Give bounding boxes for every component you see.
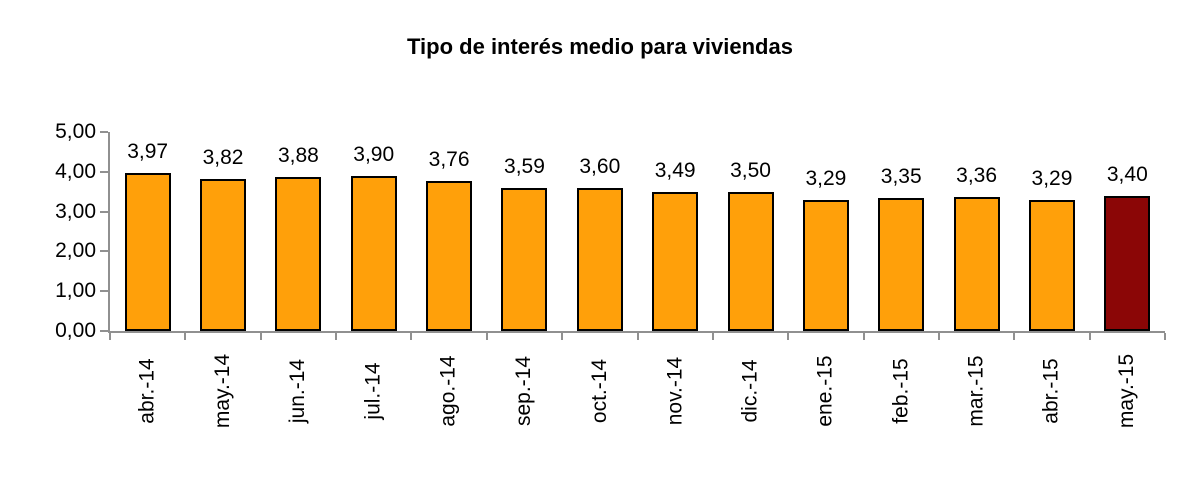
bar [124,173,171,331]
x-axis-tick [335,333,338,340]
x-axis-category-label: feb.-15 [864,341,939,441]
bar-value-label: 3,49 [654,159,696,183]
x-axis-tick [711,333,714,340]
x-axis-category-label: sep.-14 [487,341,562,441]
bar-slot: 3,29 abr.-15 [1014,132,1089,424]
x-axis-category-label: ago.-14 [411,341,486,441]
bar [200,178,247,331]
bar-value-label: 3,88 [277,143,319,167]
x-axis-category-text: jul.-14 [361,362,385,420]
bar-slot: 3,88 jun.-14 [261,132,336,423]
y-axis-tick [100,131,108,133]
x-axis-tick [485,333,488,340]
x-axis-category-label: mar.-15 [939,341,1014,441]
bar-slot: 3,36 mar.-15 [939,132,1014,427]
x-axis-category-label: ene.-15 [788,341,863,441]
x-axis-category-label: dic.-14 [713,341,788,441]
x-axis-tick [1164,333,1166,340]
bar-value-label: 3,40 [1106,162,1148,186]
bar-slot: 3,29 ene.-15 [788,132,863,427]
bar [350,175,397,331]
x-axis-category-label: abr.-15 [1014,341,1089,441]
x-axis-category-label: may.-15 [1090,341,1165,441]
chart-title: Tipo de interés medio para viviendas [407,34,793,59]
y-axis-tick [100,250,108,253]
x-axis-category-text: oct.-14 [587,358,611,424]
bar-value-label: 3,82 [202,145,244,169]
y-axis-tick-label: 0,00 [55,319,96,342]
bar-slot: 3,50 dic.-14 [713,132,788,423]
x-axis-category-text: sep.-14 [512,355,536,427]
bar-slot: 3,35 feb.-15 [864,132,939,424]
bar [501,188,548,331]
bar-slot: 3,60 oct.-14 [562,132,637,423]
x-axis-category-text: nov.-14 [663,356,687,426]
bar [953,197,1000,331]
bar-slot: 3,76 ago.-14 [411,132,486,427]
x-axis-tick [410,333,413,340]
x-axis-category-text: may.-14 [211,353,235,429]
x-axis-tick [1088,333,1091,340]
y-axis-tick [100,330,108,332]
bar-value-label: 3,36 [956,164,998,188]
x-axis-category-label: nov.-14 [638,341,713,441]
y-axis-tick [100,210,108,213]
x-axis-tick [862,333,865,340]
bar-slot: 3,59 sep.-14 [487,132,562,426]
x-axis-category-text: abr.-14 [135,358,159,424]
x-axis-category-text: ene.-15 [813,355,837,427]
y-axis-tick-label: 2,00 [55,239,96,263]
bar-value-label: 3,35 [880,164,922,188]
x-axis-category-label: abr.-14 [110,341,185,441]
bar-value-label: 3,29 [805,167,847,191]
bar [426,181,473,331]
bar-value-label: 3,97 [127,140,169,163]
y-axis-tick [100,170,108,173]
x-axis-category-text: abr.-15 [1039,358,1063,424]
bar-value-label: 3,76 [428,148,470,172]
x-axis-category-text: dic.-14 [738,359,762,423]
x-axis-category-text: feb.-15 [889,358,913,424]
y-axis-tick-label: 3,00 [55,199,96,223]
y-axis-tick [100,290,108,293]
x-axis-tick [259,333,262,340]
x-axis-category-label: jun.-14 [261,341,336,441]
x-axis-category-label: oct.-14 [562,341,637,441]
x-axis-tick [109,333,111,340]
x-axis-category-label: may.-14 [185,341,260,441]
x-axis-category-label: jul.-14 [336,341,411,441]
x-axis-tick [561,333,564,340]
bar [878,197,925,331]
bar-value-label: 3,50 [730,158,771,182]
x-axis-category-text: jun.-14 [286,358,310,424]
x-axis-tick [787,333,790,340]
bar-value-label: 3,90 [353,142,395,166]
x-axis-tick [1013,333,1016,340]
bar-slot: 3,97 abr.-14 [110,132,185,424]
bar-slot: 3,49 nov.-14 [638,132,713,425]
y-axis-tick-label: 4,00 [55,159,96,183]
x-axis-category-text: ago.-14 [437,355,461,427]
bar-value-label: 3,29 [1031,167,1073,191]
bar [652,192,699,331]
x-axis-tick [937,333,940,340]
bar [1028,200,1075,331]
plot-area: 0,00 1,00 2,00 3,00 4,00 5,00 3,97 abr.-14 3,82 m… [55,121,1166,428]
bar [802,200,849,331]
bar [275,176,322,331]
bar [727,191,774,331]
bar [576,187,623,331]
x-axis-category-text: mar.-15 [964,355,988,427]
x-axis-category-text: may.-15 [1115,353,1139,429]
bar-slot: 3,40 may.-15 [1090,132,1165,428]
bar-value-label: 3,60 [579,154,621,178]
bar-value-label: 3,59 [504,155,545,179]
bar-slot: 3,90 jul.-14 [336,132,411,420]
y-axis-tick-label: 5,00 [55,120,96,143]
x-axis-tick [636,333,639,340]
x-axis-tick [184,333,187,340]
bar-slot: 3,82 may.-14 [185,132,260,428]
bar [1104,195,1151,331]
y-axis-tick-label: 1,00 [55,279,96,303]
